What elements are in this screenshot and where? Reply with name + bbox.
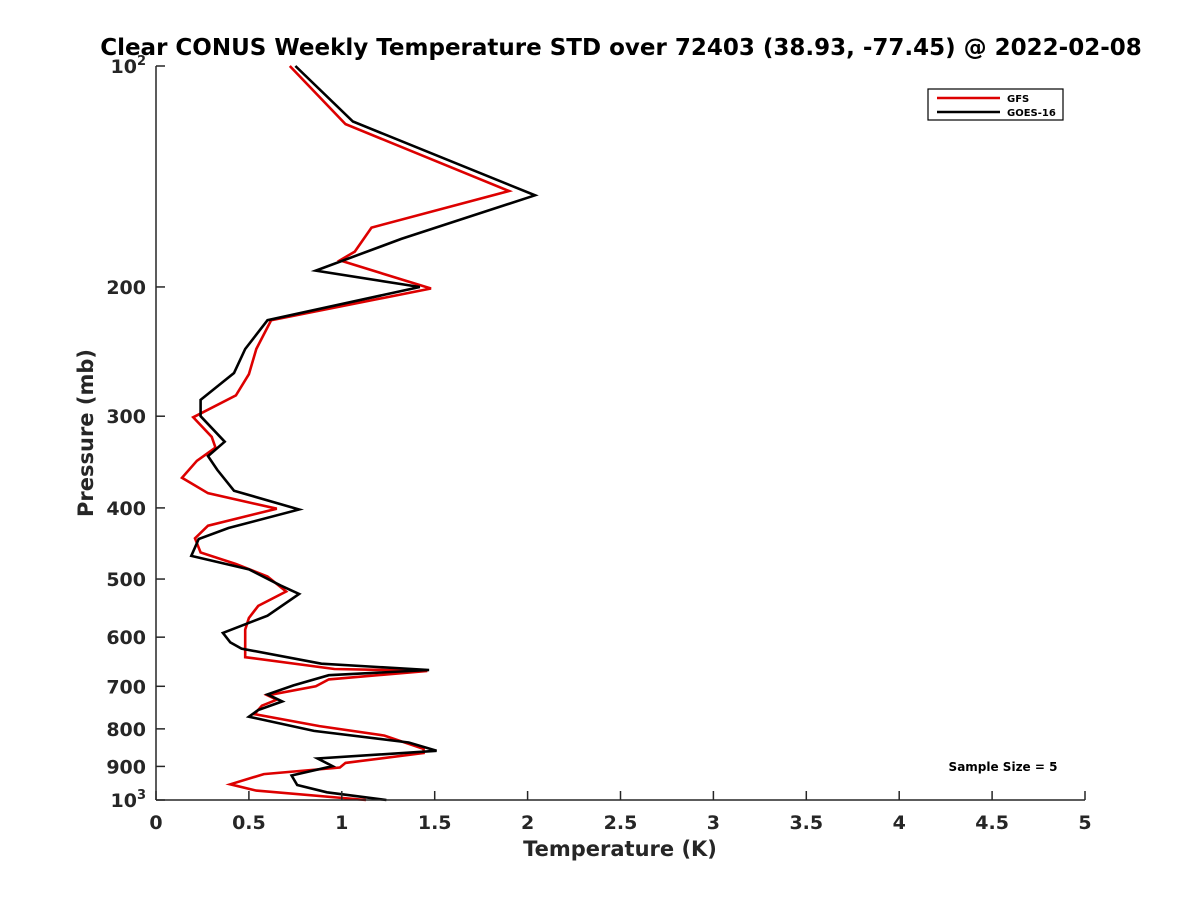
series-layer — [179, 65, 539, 802]
y-tick-label: 103 — [111, 788, 147, 812]
x-tick-label: 3.5 — [789, 812, 823, 834]
legend-box — [927, 88, 1064, 121]
series-line-goes-16 — [189, 65, 539, 802]
y-tick-label: 102 — [111, 54, 147, 78]
x-tick-label: 5 — [1078, 812, 1091, 834]
sample-size-annotation: Sample Size = 5 — [949, 760, 1058, 774]
x-tick-label: 3 — [707, 812, 720, 834]
y-tick-label: 400 — [106, 498, 146, 520]
x-tick-label: 2.5 — [604, 812, 638, 834]
legend: GFS GOES-16 — [927, 88, 1064, 121]
y-tick-label: 900 — [106, 756, 146, 778]
y-tick-label: 200 — [106, 277, 146, 299]
x-axis-label: Temperature (K) — [523, 837, 717, 861]
legend-label: GFS — [1007, 94, 1029, 105]
y-tick-label: 600 — [106, 627, 146, 649]
x-tick-label: 0 — [149, 812, 162, 834]
legend-label: GOES-16 — [1007, 108, 1056, 119]
x-tick-label: 4 — [893, 812, 906, 834]
y-axis-ticks: 102 200 300 400 500 600 700 800 900 103 — [106, 54, 165, 812]
chart-title: Clear CONUS Weekly Temperature STD over … — [100, 35, 1142, 61]
x-axis-ticks: 0 0.5 1 1.5 2 2.5 3 3.5 4 4.5 5 — [149, 791, 1092, 834]
x-tick-label: 4.5 — [975, 812, 1009, 834]
y-tick-label: 300 — [106, 406, 146, 428]
x-tick-label: 1.5 — [418, 812, 452, 834]
x-tick-label: 0.5 — [232, 812, 266, 834]
y-tick-label: 800 — [106, 719, 146, 741]
x-tick-label: 2 — [521, 812, 534, 834]
y-axis-label: Pressure (mb) — [74, 349, 98, 517]
y-tick-label: 500 — [106, 569, 146, 591]
x-tick-label: 1 — [335, 812, 348, 834]
y-tick-label: 700 — [106, 676, 146, 698]
plot-area — [156, 66, 1085, 800]
